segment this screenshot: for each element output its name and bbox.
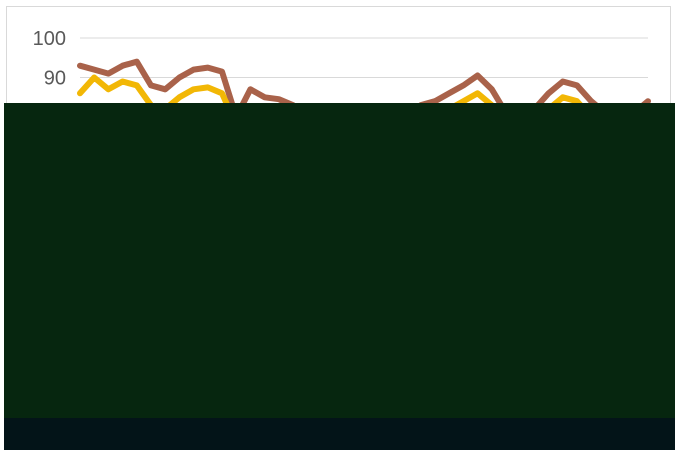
corrupted-footer-band [4, 418, 675, 450]
y-tick-label: 100 [33, 28, 66, 50]
y-tick-label: 90 [44, 68, 66, 90]
corrupted-region [4, 103, 675, 423]
